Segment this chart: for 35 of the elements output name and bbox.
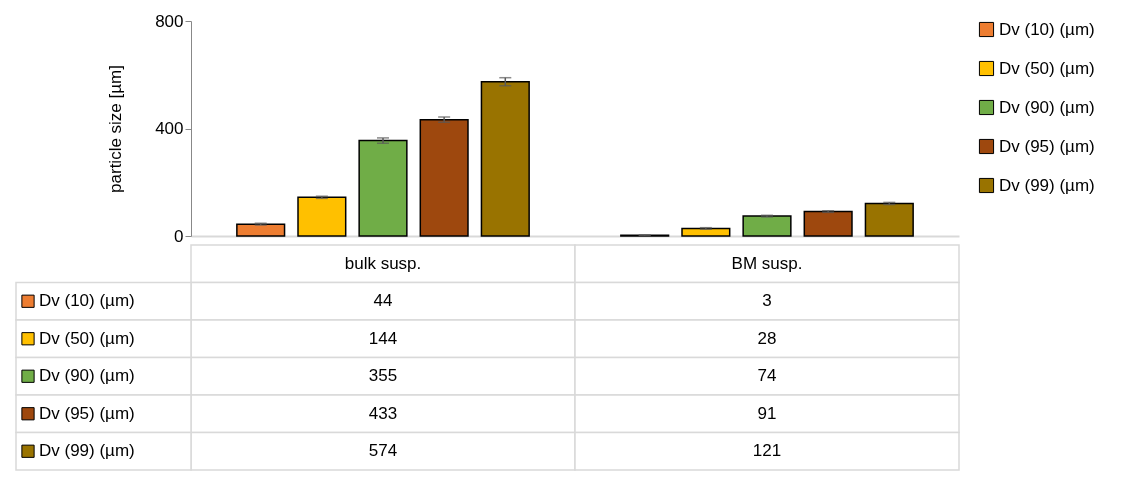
y-tick-label: 800 [155,11,184,31]
bar [864,202,914,237]
bar [236,223,286,237]
y-axis-title: particle size [µm] [106,65,126,193]
legend-label: Dv (10) (µm) [39,291,135,311]
legend-label: Dv (95) (µm) [999,136,1095,156]
bar [681,227,731,237]
bar [297,196,347,237]
data-label: 91 [757,403,777,423]
data-label: 74 [757,366,777,386]
data-label: 433 [368,403,398,423]
y-tick-label: 400 [155,119,184,138]
bar [742,215,792,237]
legend-label: Dv (90) (µm) [999,97,1095,117]
data-label: 3 [762,291,772,311]
data-label: 144 [368,328,398,348]
text: Dv (99) (µm) [39,441,135,461]
x-tick-label: BM susp. [731,253,803,273]
data-label: 355 [368,366,398,386]
legend-label: Dv (99) (µm) [999,175,1095,195]
text: Dv (10) (µm) [999,19,1095,39]
x-tick-label: bulk susp. [344,253,422,273]
bar [803,210,853,237]
data-label: 28 [757,328,777,348]
y-tick-label: 0 [174,226,184,246]
data-label: 44 [373,291,393,311]
text: Dv (90) (µm) [39,366,135,386]
bar [480,80,530,237]
bar [419,118,469,237]
legend-label: Dv (50) (µm) [39,328,135,348]
text: Dv (95) (µm) [39,403,135,423]
bar [358,139,408,237]
data-label: 574 [368,441,398,461]
data-label: 121 [752,441,782,461]
text: Dv (50) (µm) [999,58,1095,78]
